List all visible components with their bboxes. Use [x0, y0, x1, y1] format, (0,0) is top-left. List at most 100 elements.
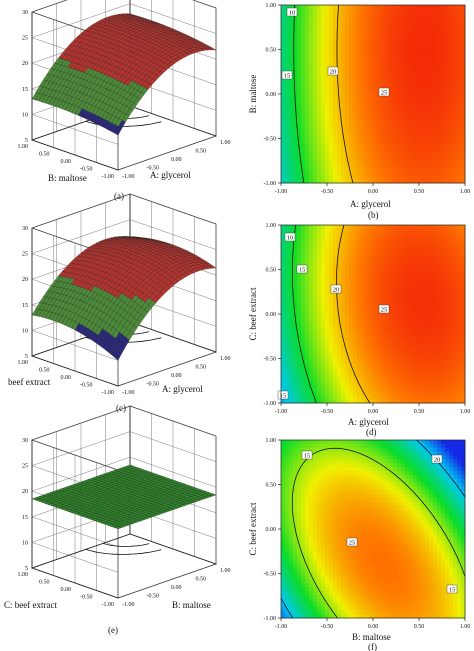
heat-cell	[461, 74, 466, 79]
x-tick-label: 0.00	[368, 189, 379, 195]
heat-cell	[313, 333, 318, 338]
heat-cell	[437, 306, 442, 311]
heat-cell	[309, 66, 314, 72]
heat-cell	[425, 148, 430, 153]
heat-cell	[397, 136, 402, 141]
heat-cell	[341, 66, 346, 72]
heat-cell	[281, 39, 286, 45]
heat-cell	[357, 20, 362, 25]
heat-cell	[281, 8, 286, 14]
heat-cell	[389, 136, 394, 141]
heat-cell	[337, 302, 342, 307]
heat-cell	[413, 90, 418, 95]
heat-cell	[377, 5, 382, 10]
heat-cell	[381, 74, 386, 79]
heat-cell	[309, 275, 314, 280]
heat-cell	[413, 12, 418, 18]
heat-cell	[393, 167, 398, 172]
heat-cell	[305, 333, 310, 338]
heat-cell	[461, 310, 466, 315]
heat-cell	[409, 310, 414, 315]
heat-cell	[289, 35, 294, 41]
heat-cell	[325, 341, 330, 346]
heat-cell	[301, 140, 306, 145]
heat-cell	[405, 136, 410, 141]
heat-cell	[397, 78, 402, 83]
heat-cell	[441, 325, 446, 330]
heat-cell	[285, 86, 290, 91]
heat-cell	[389, 283, 394, 288]
heat-cell	[425, 8, 430, 14]
heat-cell	[329, 148, 334, 153]
heat-cell	[417, 132, 422, 137]
heat-cell	[345, 132, 350, 137]
heat-cell	[389, 236, 394, 241]
heat-cell	[297, 105, 302, 110]
heat-cell	[353, 12, 358, 18]
heat-cell	[441, 105, 446, 110]
heat-cell	[397, 63, 402, 68]
heat-cell	[425, 286, 430, 292]
heat-cell	[393, 255, 398, 261]
heat-cell	[349, 20, 354, 25]
heat-cell	[385, 39, 390, 45]
heat-cell	[341, 255, 346, 261]
heat-cell	[461, 155, 466, 161]
heat-cell	[301, 232, 306, 238]
heat-cell	[353, 128, 358, 134]
heat-cell	[301, 32, 306, 37]
heat-cell	[357, 94, 362, 99]
heat-cell	[389, 267, 394, 272]
heat-cell	[457, 167, 462, 172]
heat-cell	[341, 113, 346, 118]
heat-cell	[449, 16, 454, 21]
heat-cell	[297, 35, 302, 41]
heat-cell	[281, 63, 286, 68]
heat-cell	[317, 59, 322, 64]
heat-cell	[457, 252, 462, 257]
heat-cell	[317, 259, 322, 265]
heat-cell	[401, 109, 406, 114]
heat-cell	[317, 35, 322, 41]
heat-cell	[405, 252, 410, 257]
heat-cell	[321, 144, 326, 149]
heat-cell	[329, 279, 334, 284]
heat-cell	[437, 132, 442, 137]
heat-cell	[445, 275, 450, 280]
heat-cell	[389, 144, 394, 149]
heat-cell	[461, 113, 466, 118]
heat-cell	[405, 8, 410, 14]
heat-cell	[377, 55, 382, 60]
heat-cell	[441, 321, 446, 327]
heat-cell	[441, 66, 446, 72]
heat-cell	[341, 109, 346, 114]
heat-cell	[405, 117, 410, 122]
heat-cell	[429, 294, 434, 299]
heat-cell	[453, 105, 458, 110]
heat-cell	[325, 252, 330, 257]
heat-cell	[349, 63, 354, 68]
heat-cell	[321, 337, 326, 342]
heat-cell	[345, 306, 350, 311]
heat-cell	[369, 109, 374, 114]
heat-cell	[417, 8, 422, 14]
heat-cell	[361, 333, 366, 338]
heat-cell	[381, 155, 386, 161]
heat-cell	[377, 236, 382, 241]
heat-cell	[413, 248, 418, 253]
heat-cell	[449, 163, 454, 168]
heat-cell	[461, 78, 466, 83]
heat-cell	[357, 82, 362, 87]
heat-cell	[385, 228, 390, 234]
heat-cell	[393, 302, 398, 307]
heat-cell	[357, 252, 362, 257]
heat-cell	[349, 290, 354, 296]
heat-cell	[325, 113, 330, 118]
heat-cell	[313, 47, 318, 52]
heat-cell	[441, 132, 446, 137]
heat-cell	[369, 121, 374, 126]
heat-cell	[337, 35, 342, 41]
heat-cell	[385, 267, 390, 272]
heat-cell	[325, 39, 330, 45]
